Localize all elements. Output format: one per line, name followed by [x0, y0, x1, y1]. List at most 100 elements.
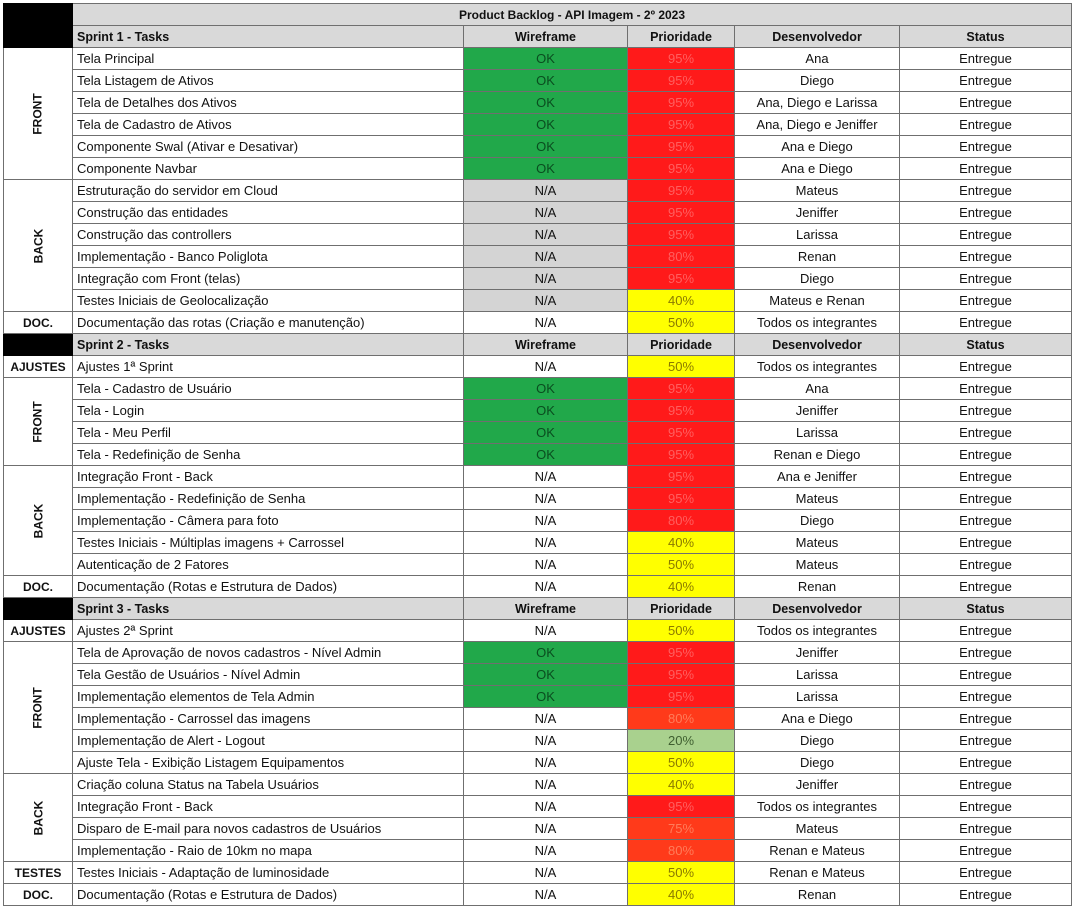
developer-cell: Mateus	[734, 487, 900, 510]
task-cell: Construção das controllers	[72, 223, 464, 246]
wireframe-cell: N/A	[463, 861, 628, 884]
priority-cell: 40%	[627, 575, 735, 598]
priority-cell: 80%	[627, 245, 735, 268]
section-label-cell: BACK	[3, 773, 73, 862]
section-label: AJUSTES	[10, 359, 66, 374]
sprint-header-row: Sprint 3 - Tasks Wireframe Prioridade Desen…	[3, 597, 1073, 620]
table-row: Disparo de E-mail para novos cadastros d…	[4, 817, 1073, 840]
column-header-desenvolvedor: Desenvolvedor	[734, 597, 900, 620]
task-cell: Ajustes 1ª Sprint	[72, 355, 464, 378]
status-cell: Entregue	[898, 729, 1073, 752]
section-label: DOC.	[23, 579, 53, 594]
status-cell: Entregue	[898, 883, 1073, 906]
status-cell: Entregue	[898, 245, 1073, 268]
priority-cell: 95%	[627, 663, 735, 686]
section-label: BACK	[30, 800, 45, 835]
wireframe-cell: N/A	[463, 201, 628, 224]
task-cell: Estruturação do servidor em Cloud	[72, 179, 464, 202]
priority-cell: 95%	[627, 135, 735, 158]
developer-cell: Ana e Jeniffer	[734, 465, 900, 488]
wireframe-cell: N/A	[463, 531, 628, 554]
task-cell: Construção das entidades	[72, 201, 464, 224]
table-row: Componente Swal (Ativar e Desativar) OK 95…	[4, 135, 1073, 158]
wireframe-cell: N/A	[463, 839, 628, 862]
table-row: Tela de Detalhes dos Ativos OK 95% Ana, Die…	[4, 91, 1073, 114]
status-cell: Entregue	[898, 47, 1073, 70]
section-label-cell: TESTES	[3, 861, 73, 884]
status-cell: Entregue	[898, 795, 1073, 818]
wireframe-cell: N/A	[463, 245, 628, 268]
table-row: Implementação - Carrossel das imagens N/A…	[4, 707, 1073, 730]
priority-cell: 95%	[627, 201, 735, 224]
section-label-cell: DOC.	[3, 575, 73, 598]
task-cell: Ajustes 2ª Sprint	[72, 619, 464, 642]
status-cell: Entregue	[898, 69, 1073, 92]
task-cell: Documentação (Rotas e Estrutura de Dados…	[72, 575, 464, 598]
task-cell: Implementação - Raio de 10km no mapa	[72, 839, 464, 862]
task-cell: Implementação - Banco Poliglota	[72, 245, 464, 268]
wireframe-cell: N/A	[463, 817, 628, 840]
wireframe-cell: N/A	[463, 355, 628, 378]
priority-cell: 75%	[627, 817, 735, 840]
column-header-wireframe: Wireframe	[463, 597, 628, 620]
task-cell: Tela - Cadastro de Usuário	[72, 377, 464, 400]
table-row: Tela - Login OK 95% Jeniffer Entregue	[4, 399, 1073, 422]
priority-cell: 95%	[627, 377, 735, 400]
priority-cell: 95%	[627, 421, 735, 444]
column-header-wireframe: Wireframe	[463, 25, 628, 48]
status-cell: Entregue	[898, 839, 1073, 862]
table-row: DOC. Documentação das rotas (Criação e ma…	[3, 311, 1073, 334]
column-header-desenvolvedor: Desenvolvedor	[734, 333, 900, 356]
developer-cell: Ana e Diego	[734, 157, 900, 180]
table-row: Testes Iniciais de Geolocalização N/A 40% M…	[4, 289, 1073, 312]
wireframe-cell: OK	[463, 113, 628, 136]
section-label: DOC.	[23, 315, 53, 330]
priority-cell: 95%	[627, 69, 735, 92]
wireframe-cell: N/A	[463, 289, 628, 312]
wireframe-cell: N/A	[463, 487, 628, 510]
section-label-cell: BACK	[3, 179, 73, 312]
table-row: Testes Iniciais - Múltiplas imagens + Ca…	[4, 531, 1073, 554]
wireframe-cell: OK	[463, 377, 628, 400]
task-cell: Implementação - Câmera para foto	[72, 509, 464, 532]
section-label-cell: DOC.	[3, 311, 73, 334]
wireframe-cell: N/A	[463, 707, 628, 730]
column-header-status: Status	[898, 597, 1073, 620]
priority-cell: 40%	[627, 883, 735, 906]
wireframe-cell: N/A	[463, 311, 628, 334]
task-cell: Integração Front - Back	[72, 465, 464, 488]
developer-cell: Diego	[734, 267, 900, 290]
title-row: Product Backlog - API Imagem - 2º 2023	[3, 3, 1073, 26]
developer-cell: Jeniffer	[734, 773, 900, 796]
table-row: Ajuste Tela - Exibição Listagem Equipame…	[4, 751, 1073, 774]
status-cell: Entregue	[898, 575, 1073, 598]
table-row: Integração Front - Back N/A 95% Todos os in…	[4, 795, 1073, 818]
wireframe-cell: OK	[463, 157, 628, 180]
developer-cell: Ana e Diego	[734, 135, 900, 158]
priority-cell: 50%	[627, 619, 735, 642]
developer-cell: Jeniffer	[734, 399, 900, 422]
sprint-label: Sprint 2 - Tasks	[72, 333, 464, 356]
status-cell: Entregue	[898, 487, 1073, 510]
status-cell: Entregue	[898, 465, 1073, 488]
wireframe-cell: OK	[463, 135, 628, 158]
section-label-cell: FRONT	[3, 377, 73, 466]
developer-cell: Ana, Diego e Jeniffer	[734, 113, 900, 136]
status-cell: Entregue	[898, 751, 1073, 774]
task-cell: Ajuste Tela - Exibição Listagem Equipame…	[72, 751, 464, 774]
table-row: BACK Estruturação do servidor em Cloud N/A…	[3, 179, 1073, 312]
developer-cell: Diego	[734, 69, 900, 92]
developer-cell: Renan e Mateus	[734, 839, 900, 862]
table-row: Tela de Cadastro de Ativos OK 95% Ana, Dieg…	[4, 113, 1073, 136]
task-cell: Tela - Meu Perfil	[72, 421, 464, 444]
table-row: AJUSTES Ajustes 1ª Sprint N/A 50% Todos os i…	[3, 355, 1073, 378]
status-cell: Entregue	[898, 553, 1073, 576]
wireframe-cell: OK	[463, 685, 628, 708]
developer-cell: Jeniffer	[734, 201, 900, 224]
task-cell: Implementação de Alert - Logout	[72, 729, 464, 752]
wireframe-cell: N/A	[463, 223, 628, 246]
section-label: FRONT	[30, 400, 45, 443]
task-cell: Autenticação de 2 Fatores	[72, 553, 464, 576]
status-cell: Entregue	[898, 223, 1073, 246]
wireframe-cell: OK	[463, 399, 628, 422]
